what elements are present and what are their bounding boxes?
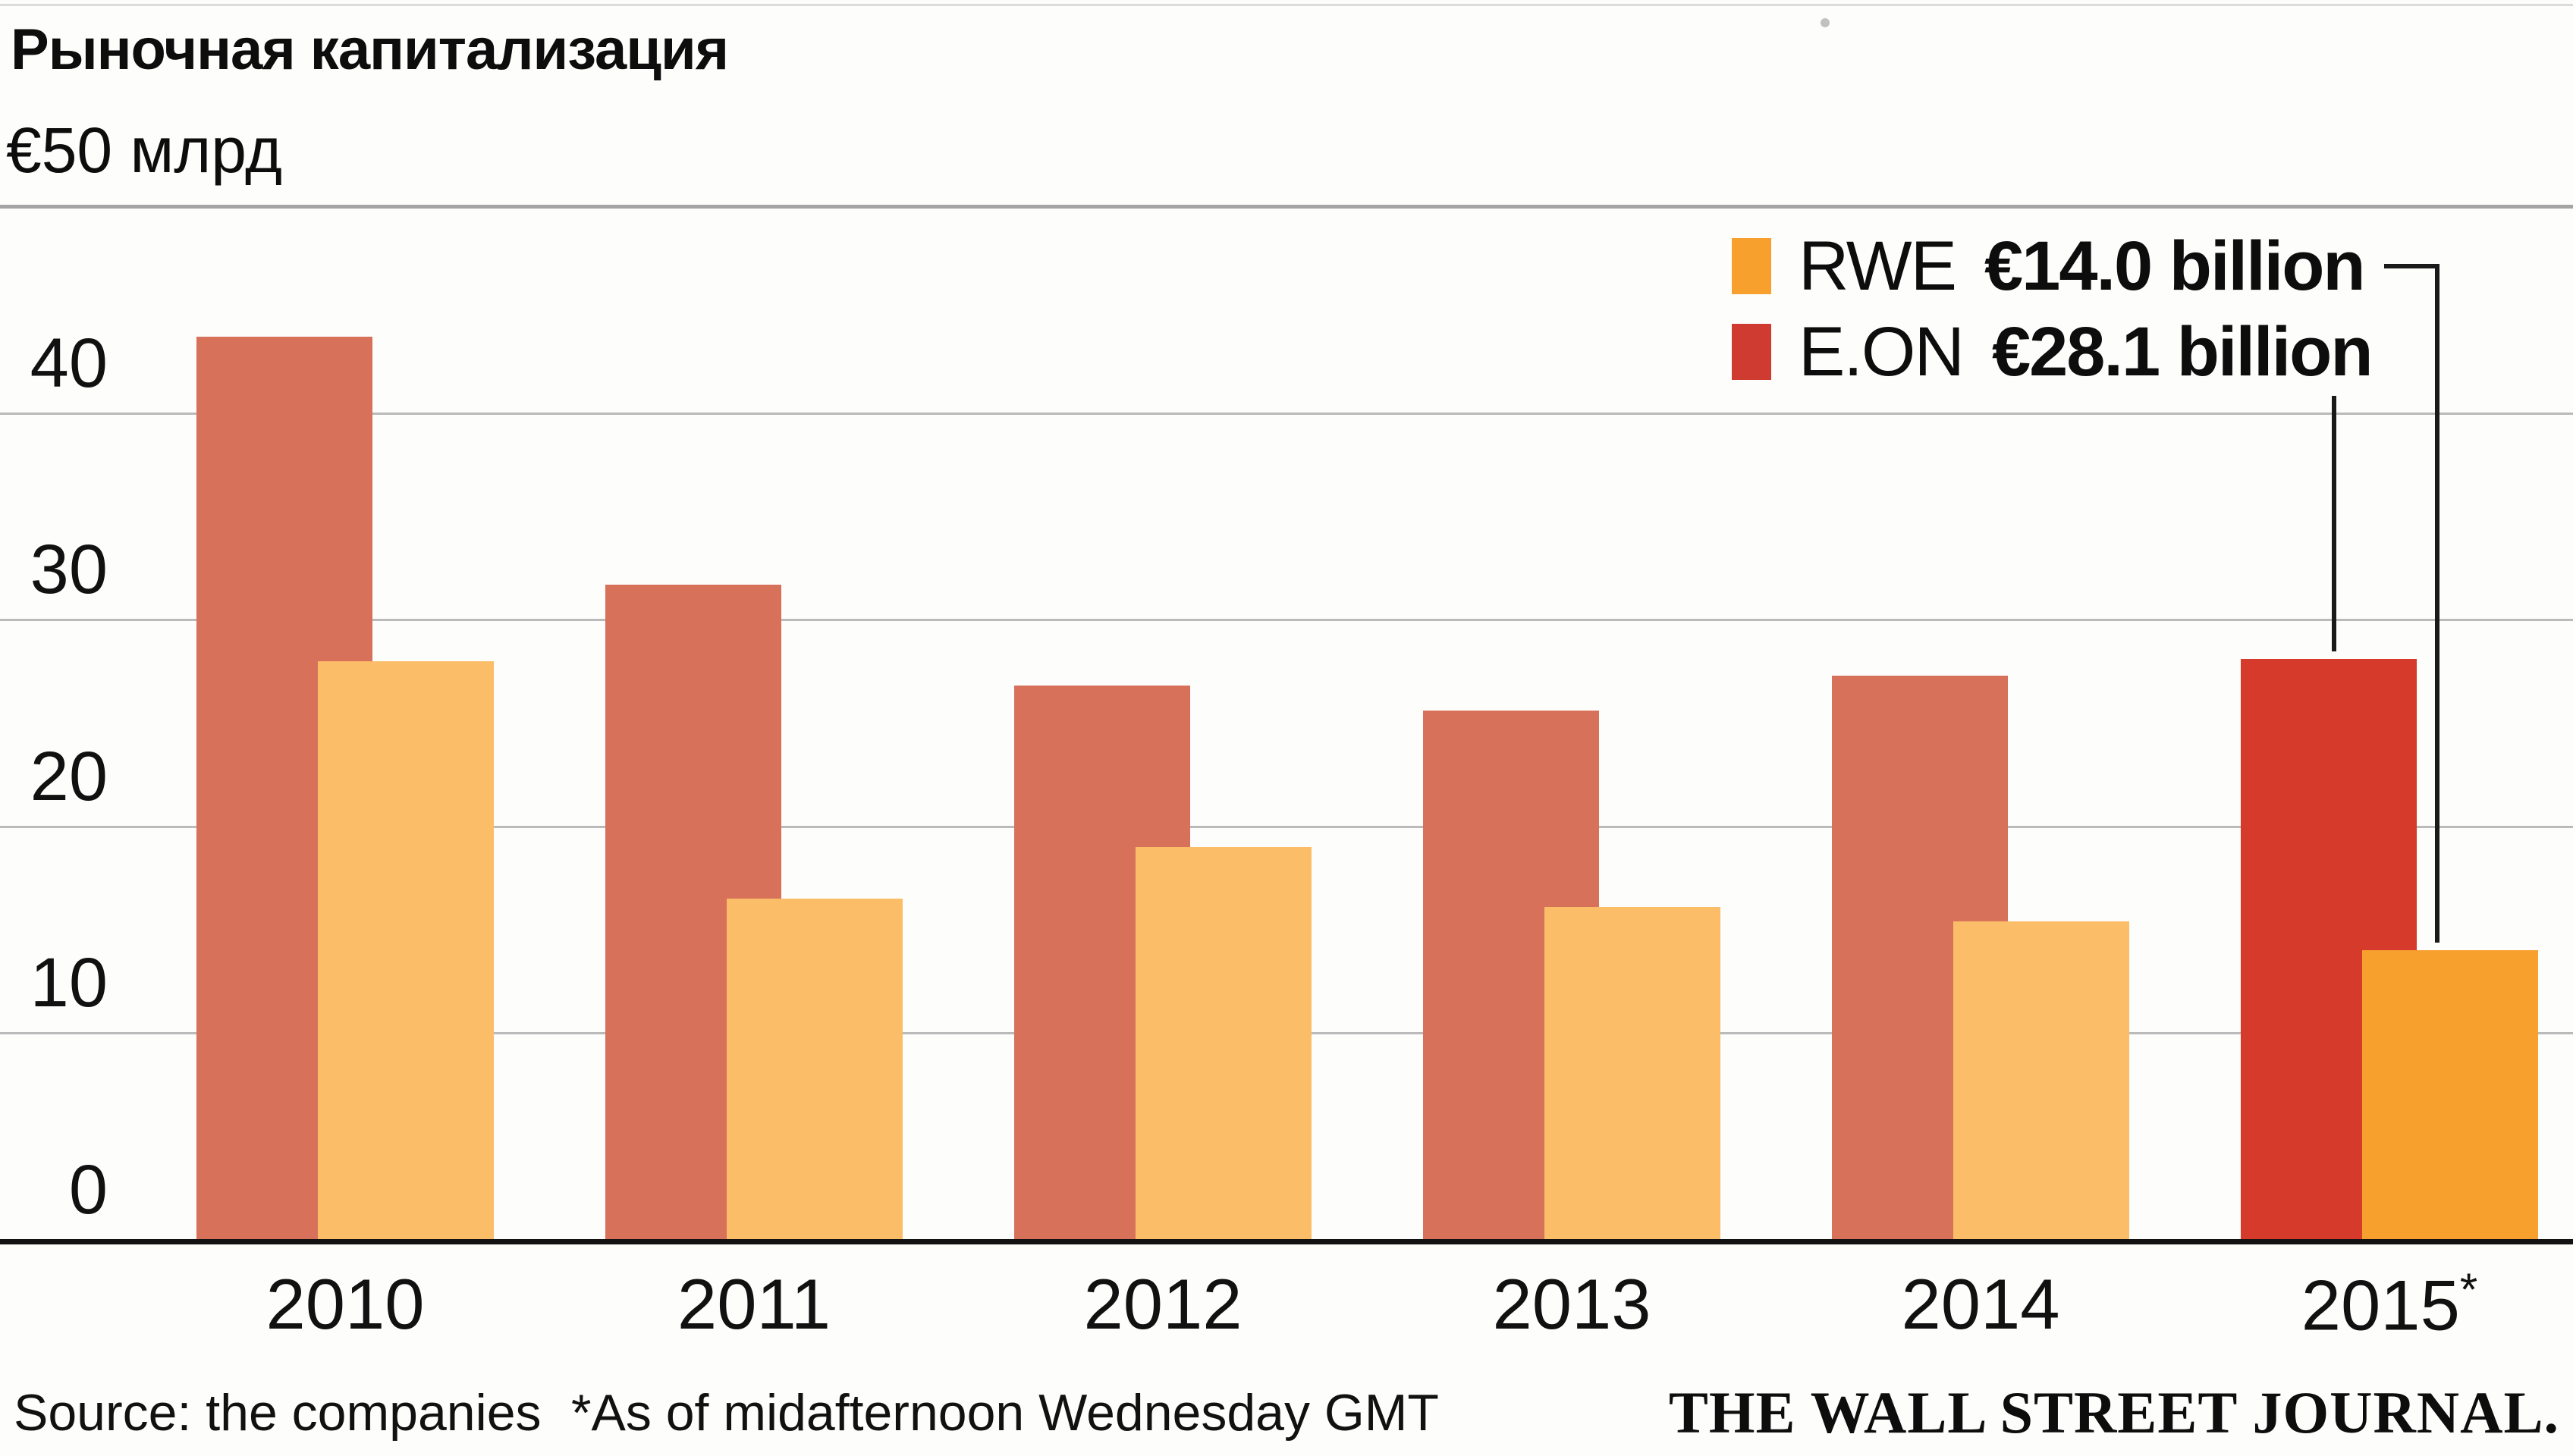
- y-tick-label-10: 10: [30, 944, 108, 1021]
- legend-item-eon: E.ON €28.1 billion: [1732, 313, 2374, 391]
- footnote: *As of midafternoon Wednesday GMT: [571, 1384, 1439, 1442]
- bar-rwe-2011: [727, 899, 903, 1243]
- x-axis-baseline: [0, 1239, 2573, 1244]
- bar-rwe-2014: [1953, 921, 2129, 1243]
- x-tick-label-2013: 2013: [1492, 1264, 1651, 1344]
- legend-swatch-eon: [1732, 324, 1771, 380]
- bar-rwe-2012: [1136, 847, 1312, 1243]
- source-note: Source: the companies: [14, 1384, 542, 1442]
- legend-value: €14.0 billion: [1984, 227, 2366, 305]
- gridline-50: [0, 205, 2573, 209]
- y-tick-label-0: 0: [68, 1151, 108, 1228]
- bar-rwe-2010: [318, 661, 494, 1243]
- x-tick-label-2010: 2010: [265, 1264, 425, 1344]
- legend: RWE €14.0 billion E.ON €28.1 billion: [1732, 227, 2374, 401]
- bar-rwe-2015: [2362, 950, 2538, 1243]
- bar-rwe-2013: [1544, 907, 1720, 1243]
- legend-swatch-rwe: [1732, 238, 1771, 294]
- callout-rwe-vertical: [2435, 264, 2439, 943]
- top-border-line: [0, 4, 2573, 6]
- x-tick-label-2014: 2014: [1901, 1264, 2060, 1344]
- y-tick-label-20: 20: [30, 738, 108, 815]
- x-tick-label-2011: 2011: [677, 1264, 831, 1344]
- x-tick-label-2015: 2015*: [2301, 1264, 2478, 1345]
- wsj-credit: THE WALL STREET JOURNAL.: [1668, 1379, 2559, 1445]
- y-tick-label-30: 30: [30, 531, 108, 608]
- x-tick-label-2012: 2012: [1083, 1264, 1243, 1344]
- gridline-20: [0, 826, 2573, 828]
- legend-label: E.ON: [1799, 312, 1965, 391]
- legend-item-rwe: RWE €14.0 billion: [1732, 227, 2372, 305]
- y-axis-unit-label: €50 млрд: [6, 115, 283, 186]
- gridline-30: [0, 619, 2573, 621]
- y-tick-label-40: 40: [30, 325, 108, 402]
- callout-eon-vertical: [2332, 396, 2336, 651]
- speck-artifact: [1821, 18, 1830, 27]
- callout-rwe-horizontal: [2384, 264, 2439, 268]
- legend-value: €28.1 billion: [1991, 312, 2374, 391]
- legend-label: RWE: [1799, 227, 1957, 305]
- chart-title: Рыночная капитализация: [11, 17, 729, 82]
- gridline-40: [0, 413, 2573, 415]
